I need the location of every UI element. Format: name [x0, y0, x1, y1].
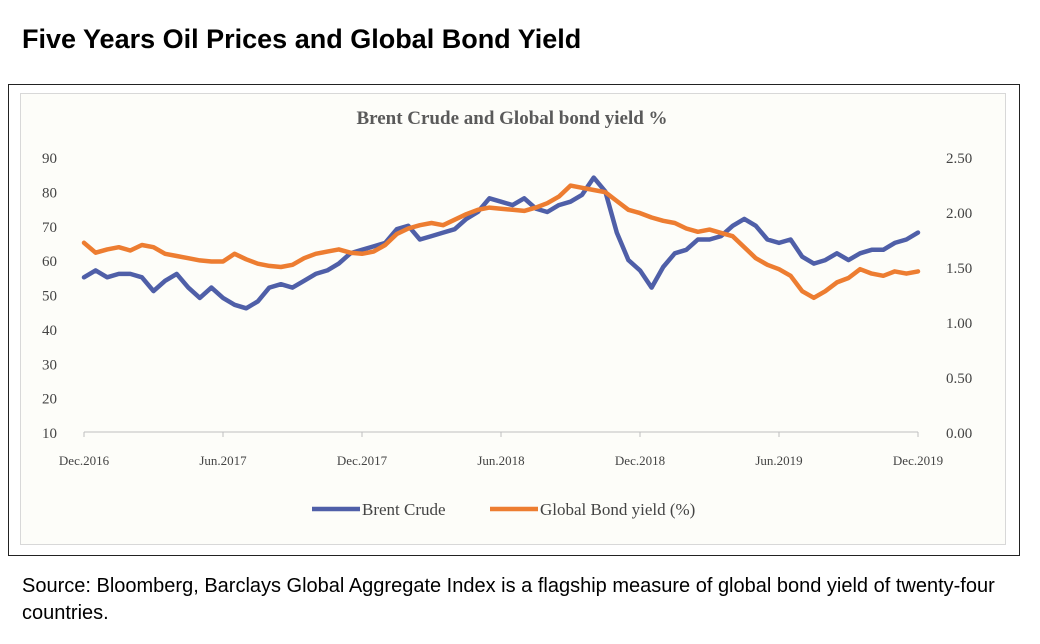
x-tick-label-4: Dec.2018: [615, 453, 665, 468]
left-axis-tick-0: 10: [42, 426, 57, 442]
right-axis-tick-5: 2.50: [946, 151, 972, 167]
chart-area: [20, 93, 1006, 545]
right-axis-tick-0: 0.00: [946, 426, 972, 442]
left-axis-tick-7: 80: [42, 185, 57, 201]
right-axis-tick-1: 0.50: [946, 371, 972, 387]
x-tick-label-3: Jun.2018: [477, 453, 524, 468]
x-tick-label-1: Jun.2017: [199, 453, 247, 468]
left-axis-tick-3: 40: [42, 323, 57, 339]
right-axis-tick-3: 1.50: [946, 261, 972, 277]
left-axis-tick-1: 20: [42, 392, 57, 408]
right-axis-tick-4: 2.00: [946, 206, 972, 222]
left-axis-tick-4: 50: [42, 289, 57, 305]
x-tick-label-0: Dec.2016: [59, 453, 110, 468]
legend: Brent Crude Global Bond yield (%): [312, 500, 695, 519]
x-tick-label-2: Dec.2017: [337, 453, 388, 468]
x-tick-label-6: Dec.2019: [893, 453, 943, 468]
left-axis-tick-5: 60: [42, 254, 57, 270]
chart-title: Brent Crude and Global bond yield %: [356, 108, 667, 129]
right-axis-tick-2: 1.00: [946, 316, 972, 332]
x-axis-labels: Dec.2016 Jun.2017 Dec.2017 Jun.2018 Dec.2018…: [59, 432, 943, 468]
source-note: Source: Bloomberg, Barclays Global Aggre…: [22, 575, 995, 624]
page-heading: Five Years Oil Prices and Global Bond Yi…: [22, 24, 582, 54]
left-axis-tick-8: 90: [42, 151, 57, 167]
left-axis-tick-6: 70: [42, 220, 57, 236]
legend-label-1: Global Bond yield (%): [540, 500, 695, 519]
right-axis-labels: 0.00 0.50 1.00 1.50 2.00 2.50: [946, 151, 972, 442]
left-axis-tick-2: 30: [42, 357, 57, 373]
left-axis-labels: 10 20 30 40 50 60 70 80 90: [42, 151, 57, 442]
series-lines: [81, 175, 921, 311]
legend-label-0: Brent Crude: [362, 500, 446, 519]
x-tick-label-5: Jun.2019: [755, 453, 802, 468]
series-line-global-bond-yield: [81, 183, 921, 301]
series-line-brent-crude: [81, 175, 921, 311]
